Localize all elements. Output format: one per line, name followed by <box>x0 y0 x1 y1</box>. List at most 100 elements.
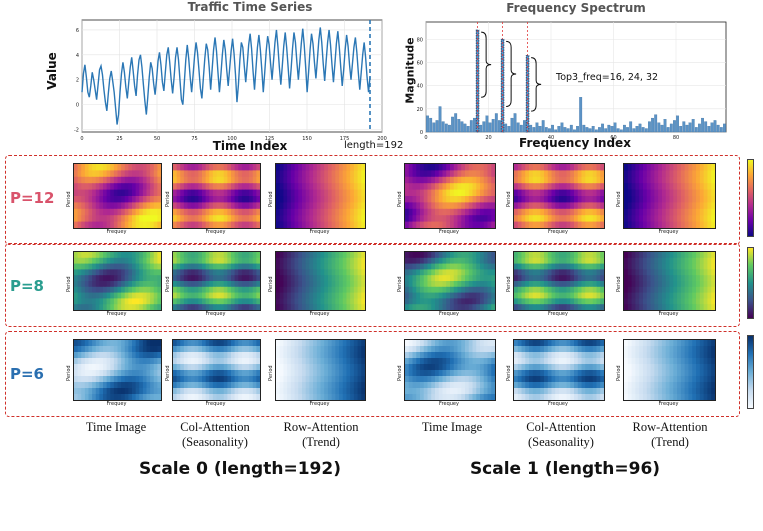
heat-cell <box>331 176 336 184</box>
heat-cell <box>183 394 188 400</box>
heat-cell <box>442 388 447 395</box>
heat-cell <box>234 263 239 270</box>
heat-cell <box>324 394 329 400</box>
heat-cell <box>696 269 701 276</box>
heat-cell <box>487 221 492 228</box>
column-caption: Time Image <box>61 420 171 435</box>
heat-cell <box>124 269 129 276</box>
heat-cell <box>194 286 199 294</box>
heatmap-xlabel: Frequey <box>106 311 127 317</box>
heat-cell <box>661 281 667 288</box>
heat-cell <box>153 370 158 377</box>
heat-cell <box>77 196 82 203</box>
heat-cell <box>677 221 682 228</box>
heat-cell <box>335 298 340 305</box>
heat-cell <box>684 202 689 210</box>
heat-cell <box>468 263 473 270</box>
heat-cell <box>103 215 108 223</box>
heat-cell <box>585 208 590 216</box>
heat-cell <box>577 281 582 288</box>
heat-cell <box>128 281 133 288</box>
heat-cell <box>555 286 560 294</box>
heat-cell <box>581 275 586 282</box>
heat-cell <box>525 352 530 359</box>
heat-cell <box>677 257 682 265</box>
heat-cell <box>627 252 633 259</box>
heat-cell <box>81 352 86 359</box>
heat-cell <box>412 215 417 223</box>
heat-cell <box>624 352 629 359</box>
heat-cell <box>438 263 443 270</box>
heat-cell <box>416 382 421 389</box>
heat-cell <box>491 257 495 265</box>
heat-cell <box>544 346 549 353</box>
heat-cell <box>216 164 221 171</box>
heat-cell <box>438 221 443 228</box>
heat-cell <box>301 252 307 259</box>
heat-cell <box>570 292 575 299</box>
heat-cell <box>313 394 318 400</box>
heat-cell <box>205 370 210 377</box>
heat-cell <box>103 164 108 171</box>
heat-cell <box>574 370 579 377</box>
heat-cell <box>435 183 440 191</box>
heat-cell <box>529 252 534 259</box>
heat-cell <box>74 176 79 184</box>
heat-cell <box>290 252 296 259</box>
heat-cell <box>532 304 537 310</box>
heat-cell <box>113 183 118 191</box>
heat-cell <box>692 346 697 353</box>
heat-cell <box>635 275 640 282</box>
heat-cell <box>132 304 137 310</box>
heat-cell <box>256 189 260 197</box>
heat-cell <box>405 196 410 203</box>
heat-cell <box>551 286 556 294</box>
heatmap-xlabel: Frequey <box>548 401 568 407</box>
heat-cell <box>223 215 228 223</box>
heat-cell <box>150 202 155 210</box>
heat-cell <box>294 382 299 389</box>
heat-cell <box>544 164 549 171</box>
heat-cell <box>209 364 214 371</box>
heat-cell <box>132 364 137 371</box>
heat-cell <box>212 164 217 171</box>
heat-cell <box>562 189 567 197</box>
heat-cell <box>438 304 443 310</box>
heat-cell <box>128 352 133 359</box>
heat-cell <box>624 257 629 265</box>
heat-cell <box>142 221 147 228</box>
heat-cell <box>287 252 292 259</box>
heat-cell <box>627 170 633 178</box>
heat-cell <box>431 170 436 178</box>
heat-cell <box>110 164 115 171</box>
heat-cell <box>320 340 325 347</box>
heat-cell <box>212 394 217 400</box>
heat-cell <box>283 269 288 276</box>
ts-ytick: 6 <box>76 28 79 34</box>
heat-cell <box>157 364 161 371</box>
heat-cell <box>483 275 488 282</box>
heat-cell <box>577 257 582 265</box>
heat-cell <box>521 292 526 299</box>
heat-cell <box>680 164 686 171</box>
heat-cell <box>438 176 443 184</box>
heat-cell <box>457 183 462 191</box>
heat-cell <box>680 176 686 184</box>
spec-bar <box>479 124 483 133</box>
heat-cell <box>191 352 196 359</box>
heat-cell <box>431 183 436 191</box>
heat-cell <box>335 202 340 210</box>
heat-cell <box>703 196 708 203</box>
heat-cell <box>279 196 284 203</box>
heat-cell <box>585 269 590 276</box>
heat-cell <box>212 304 217 310</box>
heat-cell <box>555 346 560 353</box>
heat-cell <box>316 215 321 223</box>
colorbar-P=12 <box>747 159 754 237</box>
heatmap-P=8-2 <box>275 251 366 311</box>
heat-cell <box>517 189 522 197</box>
heat-cell <box>294 215 299 223</box>
heat-cell <box>654 388 659 395</box>
heat-cell <box>81 170 86 178</box>
heat-cell <box>187 176 192 184</box>
